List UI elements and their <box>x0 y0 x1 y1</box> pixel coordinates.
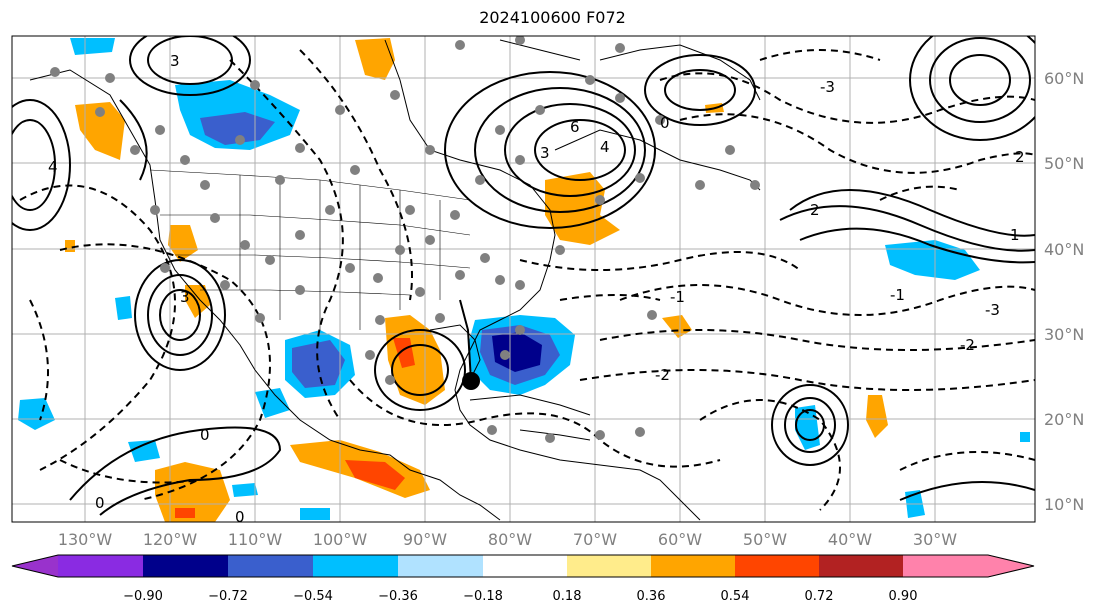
contour-label: 2 <box>1015 148 1025 166</box>
colorbar-extend-min <box>12 555 58 577</box>
colorbar-outline <box>11 554 1035 578</box>
colorbar-tick: 0.18 <box>553 589 582 604</box>
warm-blob <box>168 225 198 262</box>
warm-core <box>175 508 195 518</box>
lon-label: 70°W <box>573 530 617 549</box>
colorbar-tick: 0.72 <box>805 589 834 604</box>
colorbar-tick: −0.54 <box>293 589 333 604</box>
lon-label: 120°W <box>143 530 198 549</box>
lon-label: 90°W <box>403 530 447 549</box>
cold-blob <box>1020 432 1030 442</box>
lon-label: 110°W <box>228 530 283 549</box>
storm-track <box>459 299 472 382</box>
contour-label: 4 <box>48 158 58 176</box>
lon-label: 50°W <box>743 530 787 549</box>
colorbar-swatch <box>58 555 143 577</box>
lat-label: 40°N <box>1044 240 1084 259</box>
warm-core <box>345 460 405 490</box>
contour-label: 1 <box>1010 226 1020 244</box>
contours-negative <box>19 49 1035 511</box>
cold-core <box>292 340 345 388</box>
latitude-labels: 60°N 50°N 40°N 30°N 20°N 10°N <box>1044 69 1084 514</box>
colorbar-tick: 0.54 <box>721 589 750 604</box>
cold-blob <box>232 483 258 497</box>
colorbar-tick: 0.90 <box>889 589 918 604</box>
contour-label: -2 <box>960 336 975 354</box>
shaded-fields <box>18 38 1030 522</box>
cold-blob <box>18 398 55 430</box>
colorbar-swatch <box>567 555 651 577</box>
lon-label: 130°W <box>58 530 113 549</box>
colorbar-tick: 0.36 <box>637 589 666 604</box>
cold-core <box>200 112 275 145</box>
contour-label: 4 <box>600 138 610 156</box>
cold-blob <box>255 388 290 418</box>
contour-label: -2 <box>655 366 670 384</box>
lat-label: 10°N <box>1044 495 1084 514</box>
cold-core-deep <box>492 332 542 372</box>
colorbar-swatch <box>313 555 398 577</box>
lat-label: 20°N <box>1044 410 1084 429</box>
contour-label: 0 <box>235 508 245 526</box>
cold-blob <box>115 296 132 320</box>
warm-blob <box>385 315 445 405</box>
warm-blob <box>75 102 125 160</box>
colorbar-extend-max <box>988 555 1034 577</box>
warm-blob <box>355 38 395 80</box>
station-markers <box>50 36 760 443</box>
colorbar-swatch <box>143 555 228 577</box>
colorbar: −0.90 −0.72 −0.54 −0.36 −0.18 0.18 0.36 … <box>11 554 1035 604</box>
contour-label: 6 <box>570 118 580 136</box>
contour-label: -3 <box>820 78 835 96</box>
colorbar-swatch <box>228 555 313 577</box>
colorbar-tick: −0.36 <box>378 589 418 604</box>
lon-label: 100°W <box>313 530 368 549</box>
warm-core <box>393 338 415 368</box>
colorbar-swatch <box>819 555 903 577</box>
lat-label: 50°N <box>1044 154 1084 173</box>
lat-label: 60°N <box>1044 69 1084 88</box>
contours-positive <box>12 36 1035 516</box>
cold-blob <box>70 38 115 55</box>
lat-label: 30°N <box>1044 325 1084 344</box>
colorbar-tick: −0.72 <box>208 589 248 604</box>
contour-label: 0 <box>660 114 670 132</box>
colorbar-tick: −0.18 <box>463 589 503 604</box>
warm-blob <box>866 395 888 438</box>
contour-label: 3 <box>180 288 190 306</box>
cold-blob <box>885 240 980 280</box>
map-title: 2024100600 F072 <box>479 8 626 27</box>
colorbar-swatch <box>735 555 819 577</box>
state-borders <box>149 169 471 330</box>
contour-label: -3 <box>985 301 1000 319</box>
contour-label: -1 <box>670 288 685 306</box>
map-border <box>11 35 1036 523</box>
colorbar-tick: −0.90 <box>123 589 163 604</box>
contour-label: -1 <box>890 286 905 304</box>
longitude-labels: 130°W 120°W 110°W 100°W 90°W 80°W 70°W 6… <box>58 530 957 549</box>
contour-label-group: 6 4 3 3 3 -2 -2 -3 -3 2 -1 -1 0 0 0 0 1 … <box>48 52 1025 526</box>
contour-label: 3 <box>540 144 550 162</box>
colorbar-swatch <box>903 555 988 577</box>
contour-label: 0 <box>95 494 105 512</box>
cold-blob <box>300 508 330 520</box>
colorbar-swatch <box>651 555 735 577</box>
coastlines <box>29 39 761 521</box>
contour-label: 0 <box>200 426 210 444</box>
warm-blob <box>65 240 75 252</box>
contour-label: 2 <box>810 201 820 219</box>
graticule <box>12 36 1035 522</box>
contour-label: 3 <box>170 52 180 70</box>
warm-blob <box>662 315 692 338</box>
warm-blob <box>155 462 230 522</box>
cold-blob <box>128 440 160 462</box>
lon-label: 60°W <box>658 530 702 549</box>
lon-label: 30°W <box>913 530 957 549</box>
colorbar-swatch <box>483 555 567 577</box>
colorbar-swatch <box>398 555 483 577</box>
lon-label: 80°W <box>488 530 532 549</box>
lon-label: 40°W <box>828 530 872 549</box>
